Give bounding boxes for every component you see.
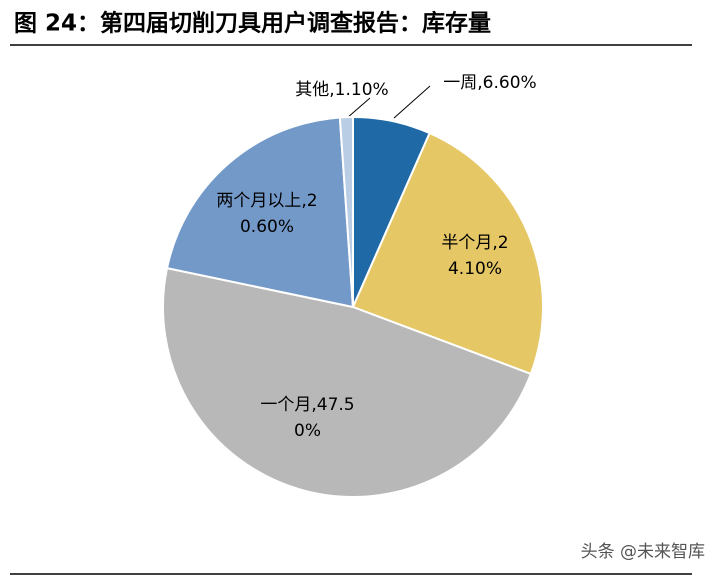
data-label: 半个月,24.10% bbox=[441, 233, 509, 279]
data-label: 其他,1.10% bbox=[295, 80, 389, 100]
data-label: 一周,6.60% bbox=[443, 73, 537, 93]
pie-slice bbox=[165, 116, 355, 309]
leader-line bbox=[393, 85, 431, 119]
leader-line bbox=[346, 97, 371, 119]
chart-title: 图 24：第四届切削刀具用户调查报告：库存量 bbox=[14, 10, 491, 37]
watermark: 头条 @未来智库 bbox=[581, 542, 705, 562]
pie-slice bbox=[351, 131, 544, 376]
data-label: 一个月,47.50% bbox=[260, 395, 355, 441]
data-label: 两个月以上,20.60% bbox=[216, 191, 318, 237]
pie-slice bbox=[162, 266, 533, 498]
pie-slice bbox=[338, 115, 354, 308]
